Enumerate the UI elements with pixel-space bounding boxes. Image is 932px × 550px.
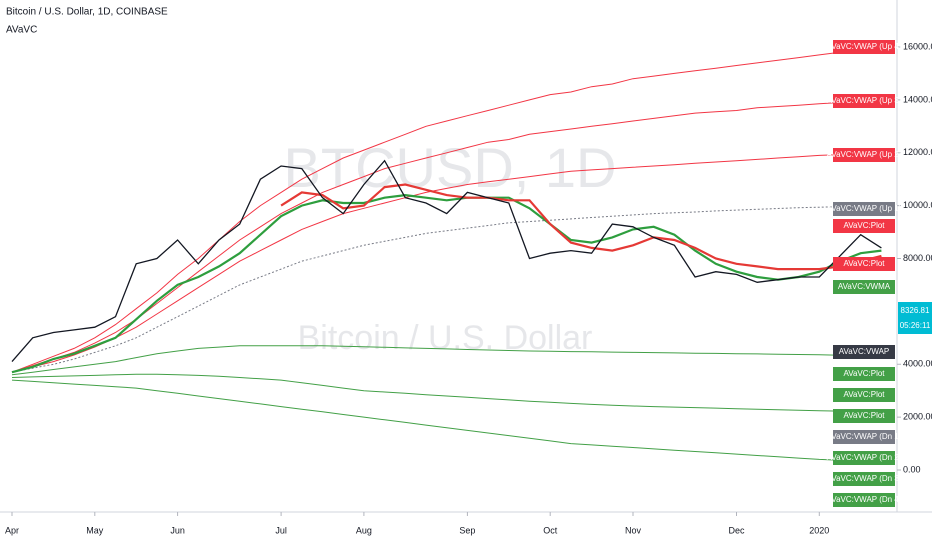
series-tag-label: AVaVC:VWAP (Dn 3)	[827, 474, 902, 483]
series-tag-label: AVaVC:VWAP (Dn 2)	[827, 453, 902, 462]
y-tick-label: 0.00	[903, 464, 921, 474]
x-tick-label: Sep	[459, 525, 475, 535]
series-line	[11, 205, 882, 373]
series-tag	[833, 451, 895, 465]
series-tag-label: AVaVC:VWMA	[838, 282, 891, 291]
series-tag-label: AVaVC:Plot	[843, 221, 885, 230]
series-tag-label: AVaVC:VWAP (Up 4)	[827, 42, 902, 51]
y-tick-label: 16000.00	[903, 41, 932, 51]
series-line	[11, 46, 882, 373]
series-line	[11, 159, 882, 363]
x-tick-label: Jul	[275, 525, 287, 535]
series-tag	[833, 472, 895, 486]
last-price-label: 8326.81	[901, 306, 930, 315]
bar-countdown: 05:26:11	[900, 321, 931, 330]
y-tick-label: 14000.00	[903, 94, 932, 104]
x-tick-label: Nov	[625, 525, 642, 535]
x-tick-label: May	[86, 525, 104, 535]
y-tick-label: 8000.00	[903, 253, 932, 263]
x-tick-label: Oct	[543, 525, 558, 535]
series-line	[11, 152, 882, 373]
series-line	[11, 99, 882, 373]
y-tick-label: 10000.00	[903, 200, 932, 210]
series-line	[280, 183, 882, 271]
x-tick-label: 2020	[809, 525, 829, 535]
series-tag	[833, 493, 895, 507]
chart-title: Bitcoin / U.S. Dollar, 1D, COINBASE	[6, 7, 168, 18]
series-tag	[833, 280, 895, 294]
series-tag	[833, 94, 895, 108]
y-tick-label: 4000.00	[903, 359, 932, 369]
series-line	[11, 373, 882, 413]
series-tag	[833, 430, 895, 444]
series-tag	[833, 219, 895, 233]
series-tag-label: AVaVC:VWAP (Up 2)	[827, 150, 902, 159]
series-tag-label: AVaVC:VWAP (Up 3)	[827, 96, 902, 105]
series-tag	[833, 257, 895, 271]
series-tag	[833, 367, 895, 381]
indicator-name: AVaVC	[6, 25, 37, 36]
y-tick-label: 2000.00	[903, 412, 932, 422]
series-tag	[833, 40, 895, 54]
y-tick-label: 12000.00	[903, 147, 932, 157]
series-tag-label: AVaVC:Plot	[843, 411, 885, 420]
series-tag-label: AVaVC:Plot	[843, 390, 885, 399]
watermark: BTCUSD, 1D	[284, 136, 617, 199]
last-price-tag	[898, 302, 932, 334]
series-line	[11, 379, 882, 463]
series-line	[11, 345, 882, 376]
series-tag-label: AVaVC:VWAP	[839, 347, 890, 356]
series-tag-label: AVaVC:VWAP (Dn 4)	[827, 495, 902, 504]
series-line	[11, 193, 882, 374]
series-tag-label: AVaVC:Plot	[843, 369, 885, 378]
watermark-subtitle: Bitcoin / U.S. Dollar	[298, 319, 593, 357]
series-tag-label: AVaVC:VWAP (Dn 1)	[827, 432, 902, 441]
series-tag	[833, 388, 895, 402]
series-tag-label: AVaVC:VWAP (Up 1)	[827, 204, 902, 213]
x-tick-label: Dec	[728, 525, 745, 535]
series-tag	[833, 202, 895, 216]
series-tag	[833, 345, 895, 359]
x-tick-label: Apr	[5, 525, 19, 535]
x-tick-label: Aug	[356, 525, 372, 535]
series-tag	[833, 409, 895, 423]
x-tick-label: Jun	[170, 525, 185, 535]
series-tag	[833, 148, 895, 162]
series-tag-label: AVaVC:Plot	[843, 259, 885, 268]
